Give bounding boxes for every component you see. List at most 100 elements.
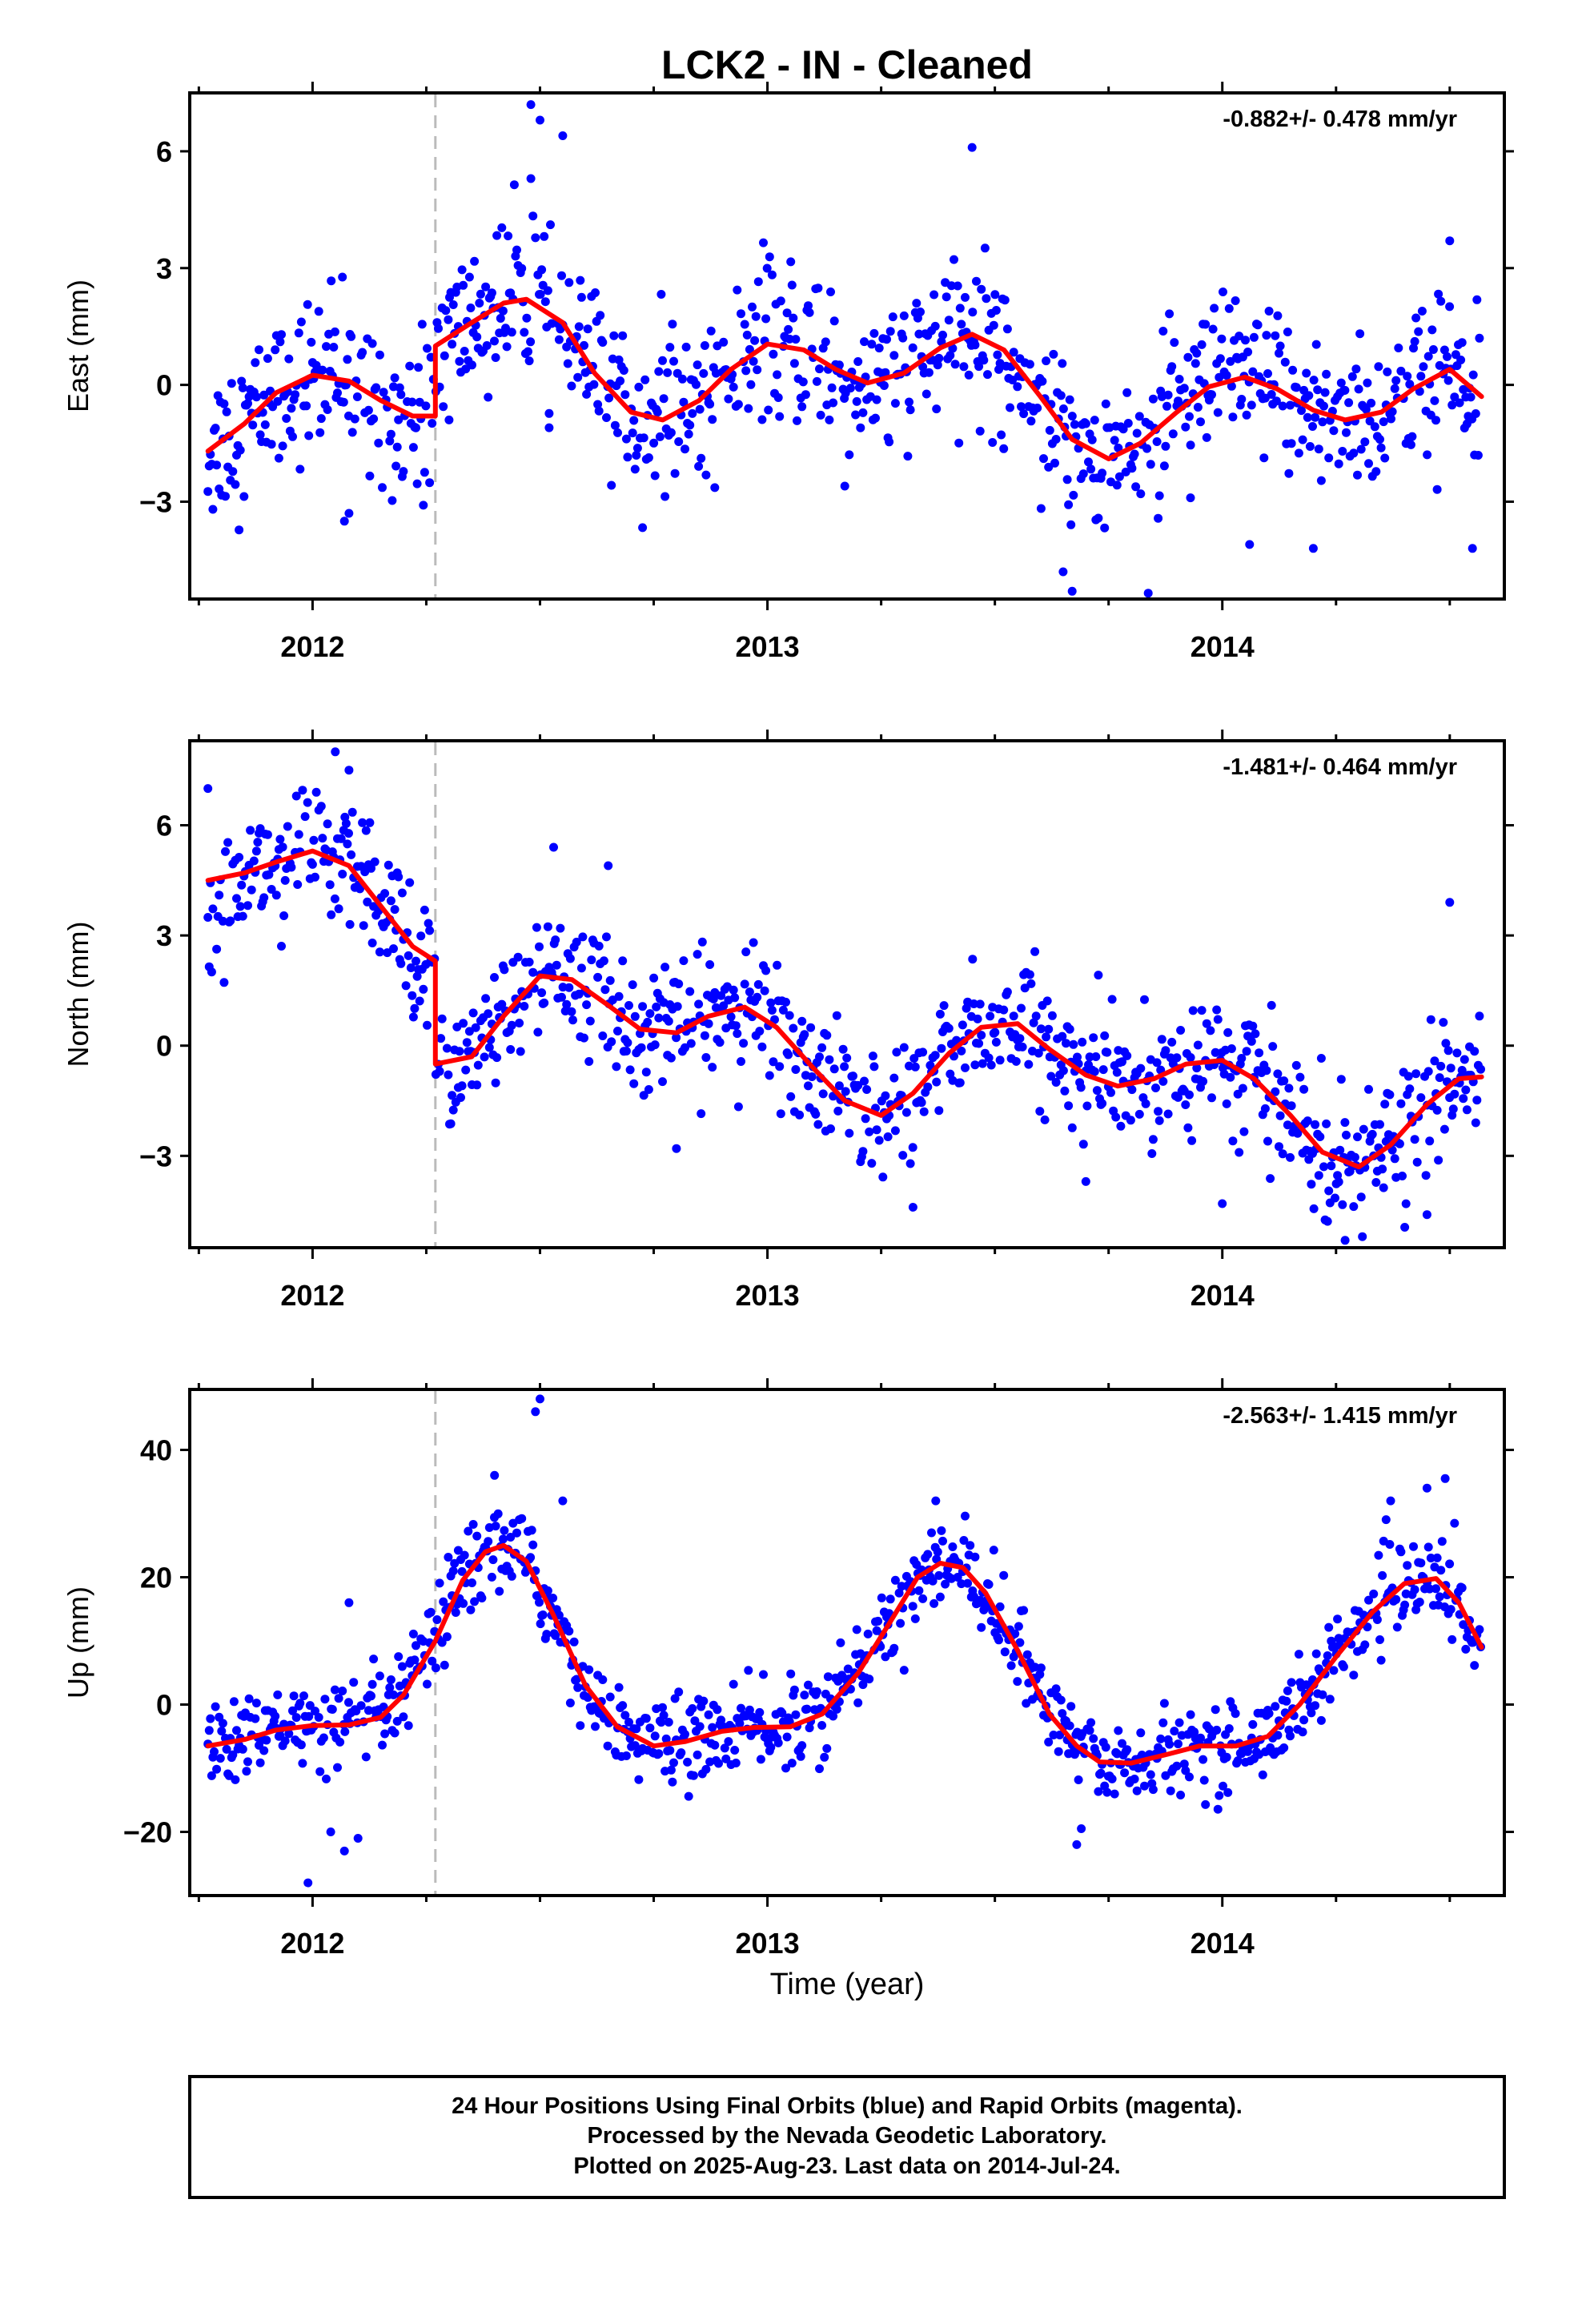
north-data-point: [415, 996, 424, 1006]
east-data-point: [964, 370, 974, 380]
north-data-point: [408, 991, 417, 1000]
east-data-point: [1042, 356, 1051, 366]
east-data-point: [970, 340, 980, 350]
up-data-point: [536, 1619, 545, 1629]
east-data-point: [1118, 424, 1128, 434]
east-data-point: [1219, 287, 1227, 296]
up-data-point: [724, 1737, 733, 1747]
up-data-point: [984, 1580, 994, 1589]
east-data-point: [679, 397, 689, 407]
up-data-point: [334, 1694, 343, 1703]
up-data-point: [367, 1679, 377, 1689]
east-data-point: [524, 356, 534, 366]
east-data-point: [872, 395, 881, 404]
up-data-point: [1286, 1731, 1295, 1741]
east-data-point: [1379, 417, 1388, 427]
east-data-point: [916, 308, 925, 316]
up-data-point: [273, 1690, 283, 1699]
up-data-point: [320, 1695, 330, 1704]
east-data-point: [275, 337, 285, 347]
north-data-point: [215, 891, 224, 900]
north-data-point: [654, 1013, 664, 1023]
east-data-point: [1196, 417, 1205, 427]
up-data-point: [535, 1598, 544, 1607]
east-data-point: [1383, 367, 1392, 376]
north-data-point: [532, 923, 541, 932]
east-data-point: [638, 523, 648, 533]
north-model-curve: [205, 848, 1484, 1170]
up-data-point: [1058, 1709, 1067, 1719]
north-data-point: [1065, 1024, 1074, 1034]
north-data-point: [1327, 1161, 1336, 1171]
north-data-point: [865, 1127, 874, 1136]
east-data-point: [1263, 369, 1272, 378]
east-data-point: [512, 245, 521, 255]
up-data-point: [442, 1632, 452, 1642]
north-data-point: [1211, 1047, 1220, 1057]
north-data-point: [749, 938, 758, 947]
east-y-tick-label: 3: [156, 252, 172, 285]
east-data-point: [350, 414, 359, 424]
east-data-point: [1017, 402, 1026, 412]
north-data-point: [753, 979, 763, 989]
north-data-point: [729, 985, 738, 995]
east-data-point: [932, 404, 942, 414]
east-data-point: [1280, 357, 1290, 367]
east-data-point: [428, 419, 437, 428]
north-data-point: [797, 1016, 807, 1026]
north-data-point: [1187, 1136, 1197, 1145]
east-data-point: [1363, 378, 1372, 388]
up-data-point: [634, 1775, 644, 1784]
east-data-point: [798, 377, 808, 387]
up-data-point: [1223, 1787, 1233, 1797]
up-data-point: [487, 1572, 496, 1582]
east-data-point: [476, 289, 485, 299]
north-data-point: [406, 963, 416, 972]
east-data-point: [767, 270, 777, 279]
north-data-point: [1218, 1199, 1227, 1208]
up-data-point: [1170, 1727, 1179, 1736]
east-data-point: [219, 399, 229, 408]
east-data-point: [804, 301, 813, 311]
east-data-point: [1025, 360, 1034, 369]
east-data-point: [423, 344, 432, 353]
east-data-point: [1353, 470, 1362, 480]
up-data-point: [1392, 1622, 1402, 1632]
east-data-point: [475, 299, 484, 308]
north-data-point: [1148, 1135, 1158, 1144]
east-data-point: [344, 509, 354, 518]
east-data-point: [905, 397, 913, 407]
east-data-point: [776, 296, 785, 306]
east-y-tick-label: −3: [139, 485, 172, 518]
up-data-point: [899, 1666, 909, 1675]
up-data-point: [531, 1407, 540, 1417]
north-data-point: [901, 1108, 911, 1117]
up-data-point: [204, 1726, 214, 1735]
up-data-point: [1316, 1715, 1326, 1725]
east-data-point: [278, 441, 287, 451]
up-data-point: [1224, 1724, 1234, 1733]
north-data-point: [624, 1001, 633, 1010]
north-data-point: [246, 826, 255, 835]
north-data-point: [630, 1011, 640, 1021]
up-data-point: [766, 1743, 776, 1752]
up-data-point: [231, 1775, 240, 1784]
north-data-point: [293, 880, 303, 889]
north-data-point: [908, 1143, 917, 1152]
east-data-point: [1329, 426, 1339, 436]
east-data-point: [1050, 458, 1059, 468]
up-data-point: [1118, 1739, 1126, 1748]
north-data-point: [480, 1052, 489, 1062]
east-data-point: [1058, 567, 1068, 577]
up-data-point: [714, 1759, 723, 1768]
north-data-point: [1385, 1090, 1395, 1100]
east-data-point: [821, 337, 830, 347]
up-data-point: [641, 1714, 651, 1723]
up-data-point: [412, 1641, 420, 1651]
north-data-point: [853, 1080, 863, 1090]
up-data-point: [1329, 1666, 1339, 1675]
up-data-point: [777, 1708, 787, 1718]
east-data-point: [991, 306, 1001, 315]
east-data-point: [845, 384, 855, 393]
